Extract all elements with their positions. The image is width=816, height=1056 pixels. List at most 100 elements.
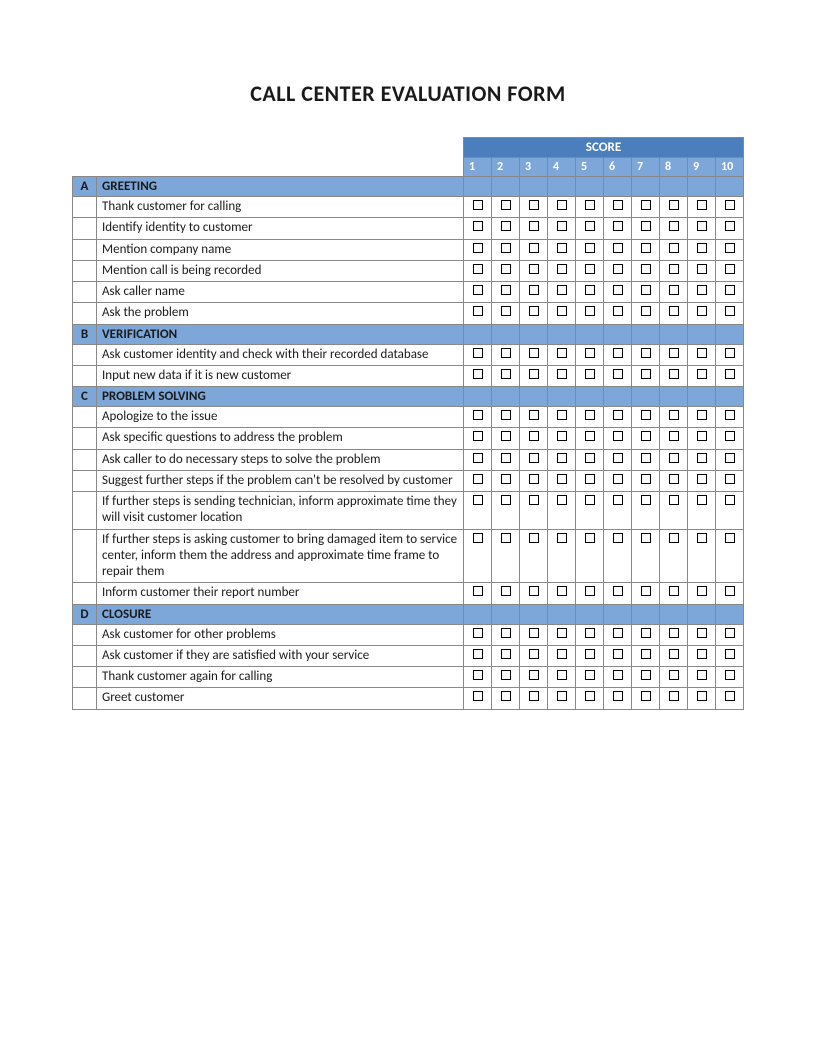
score-checkbox[interactable] [688, 303, 716, 324]
score-checkbox[interactable] [604, 470, 632, 491]
score-checkbox[interactable] [660, 667, 688, 688]
score-checkbox[interactable] [660, 282, 688, 303]
score-checkbox[interactable] [716, 428, 744, 449]
score-checkbox[interactable] [660, 529, 688, 583]
score-checkbox[interactable] [716, 492, 744, 530]
score-checkbox[interactable] [492, 492, 520, 530]
score-checkbox[interactable] [688, 239, 716, 260]
score-checkbox[interactable] [688, 624, 716, 645]
score-checkbox[interactable] [632, 344, 660, 365]
score-checkbox[interactable] [576, 583, 604, 604]
score-checkbox[interactable] [464, 428, 492, 449]
score-checkbox[interactable] [520, 645, 548, 666]
score-checkbox[interactable] [604, 218, 632, 239]
score-checkbox[interactable] [716, 449, 744, 470]
score-checkbox[interactable] [716, 260, 744, 281]
score-checkbox[interactable] [660, 624, 688, 645]
score-checkbox[interactable] [520, 407, 548, 428]
score-checkbox[interactable] [716, 218, 744, 239]
score-checkbox[interactable] [660, 645, 688, 666]
score-checkbox[interactable] [492, 239, 520, 260]
score-checkbox[interactable] [716, 624, 744, 645]
score-checkbox[interactable] [660, 197, 688, 218]
score-checkbox[interactable] [520, 428, 548, 449]
score-checkbox[interactable] [492, 303, 520, 324]
score-checkbox[interactable] [688, 667, 716, 688]
score-checkbox[interactable] [548, 667, 576, 688]
score-checkbox[interactable] [492, 449, 520, 470]
score-checkbox[interactable] [660, 470, 688, 491]
score-checkbox[interactable] [464, 583, 492, 604]
score-checkbox[interactable] [632, 218, 660, 239]
score-checkbox[interactable] [520, 449, 548, 470]
score-checkbox[interactable] [604, 260, 632, 281]
score-checkbox[interactable] [548, 365, 576, 386]
score-checkbox[interactable] [632, 583, 660, 604]
score-checkbox[interactable] [464, 282, 492, 303]
score-checkbox[interactable] [632, 667, 660, 688]
score-checkbox[interactable] [716, 529, 744, 583]
score-checkbox[interactable] [688, 449, 716, 470]
score-checkbox[interactable] [464, 407, 492, 428]
score-checkbox[interactable] [576, 688, 604, 709]
score-checkbox[interactable] [464, 667, 492, 688]
score-checkbox[interactable] [604, 303, 632, 324]
score-checkbox[interactable] [688, 583, 716, 604]
score-checkbox[interactable] [548, 688, 576, 709]
score-checkbox[interactable] [632, 688, 660, 709]
score-checkbox[interactable] [632, 492, 660, 530]
score-checkbox[interactable] [548, 583, 576, 604]
score-checkbox[interactable] [716, 583, 744, 604]
score-checkbox[interactable] [492, 260, 520, 281]
score-checkbox[interactable] [576, 239, 604, 260]
score-checkbox[interactable] [464, 688, 492, 709]
score-checkbox[interactable] [660, 583, 688, 604]
score-checkbox[interactable] [632, 303, 660, 324]
score-checkbox[interactable] [604, 344, 632, 365]
score-checkbox[interactable] [632, 529, 660, 583]
score-checkbox[interactable] [688, 407, 716, 428]
score-checkbox[interactable] [632, 449, 660, 470]
score-checkbox[interactable] [632, 239, 660, 260]
score-checkbox[interactable] [716, 282, 744, 303]
score-checkbox[interactable] [576, 282, 604, 303]
score-checkbox[interactable] [548, 470, 576, 491]
score-checkbox[interactable] [632, 470, 660, 491]
score-checkbox[interactable] [632, 282, 660, 303]
score-checkbox[interactable] [604, 583, 632, 604]
score-checkbox[interactable] [632, 428, 660, 449]
score-checkbox[interactable] [464, 624, 492, 645]
score-checkbox[interactable] [576, 344, 604, 365]
score-checkbox[interactable] [464, 449, 492, 470]
score-checkbox[interactable] [548, 303, 576, 324]
score-checkbox[interactable] [576, 428, 604, 449]
score-checkbox[interactable] [604, 239, 632, 260]
score-checkbox[interactable] [716, 365, 744, 386]
score-checkbox[interactable] [520, 583, 548, 604]
score-checkbox[interactable] [492, 667, 520, 688]
score-checkbox[interactable] [520, 218, 548, 239]
score-checkbox[interactable] [520, 470, 548, 491]
score-checkbox[interactable] [492, 529, 520, 583]
score-checkbox[interactable] [520, 344, 548, 365]
score-checkbox[interactable] [492, 645, 520, 666]
score-checkbox[interactable] [688, 365, 716, 386]
score-checkbox[interactable] [492, 344, 520, 365]
score-checkbox[interactable] [576, 492, 604, 530]
score-checkbox[interactable] [464, 529, 492, 583]
score-checkbox[interactable] [604, 197, 632, 218]
score-checkbox[interactable] [548, 645, 576, 666]
score-checkbox[interactable] [688, 492, 716, 530]
score-checkbox[interactable] [688, 260, 716, 281]
score-checkbox[interactable] [548, 624, 576, 645]
score-checkbox[interactable] [576, 197, 604, 218]
score-checkbox[interactable] [464, 197, 492, 218]
score-checkbox[interactable] [604, 529, 632, 583]
score-checkbox[interactable] [660, 688, 688, 709]
score-checkbox[interactable] [604, 365, 632, 386]
score-checkbox[interactable] [716, 667, 744, 688]
score-checkbox[interactable] [520, 197, 548, 218]
score-checkbox[interactable] [716, 688, 744, 709]
score-checkbox[interactable] [716, 344, 744, 365]
score-checkbox[interactable] [520, 365, 548, 386]
